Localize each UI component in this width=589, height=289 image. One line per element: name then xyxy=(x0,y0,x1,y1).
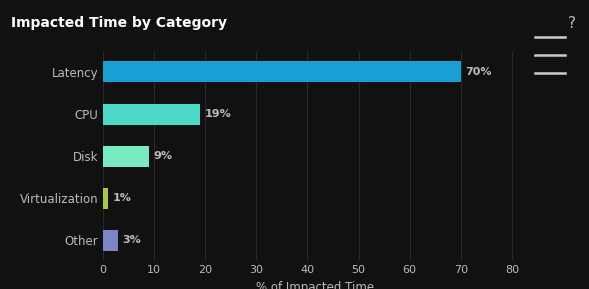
Text: 9%: 9% xyxy=(153,151,172,161)
X-axis label: % of Impacted Time: % of Impacted Time xyxy=(256,281,374,289)
Bar xyxy=(103,230,118,251)
Text: ?: ? xyxy=(568,16,576,31)
Bar xyxy=(103,103,200,125)
Text: Impacted Time by Category: Impacted Time by Category xyxy=(11,16,227,30)
Text: 19%: 19% xyxy=(204,109,231,119)
Bar xyxy=(103,146,149,166)
Text: 70%: 70% xyxy=(465,67,491,77)
Bar xyxy=(103,62,461,82)
Text: 1%: 1% xyxy=(112,193,131,203)
Text: 3%: 3% xyxy=(123,235,141,245)
Bar xyxy=(103,188,108,209)
